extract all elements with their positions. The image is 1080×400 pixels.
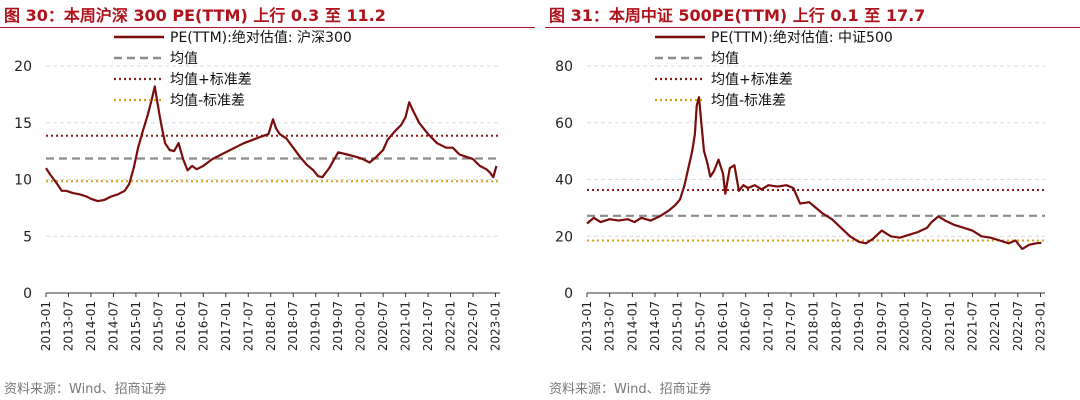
legend-label: 均值 [711, 51, 739, 67]
x-tick-label: 2014-01 [84, 301, 98, 351]
x-tick-label: 2013-01 [580, 301, 594, 351]
y-tick-label: 10 [14, 173, 32, 189]
legend-label: 均值 [170, 51, 198, 67]
legend-label: 均值+标准差 [711, 72, 793, 88]
x-tick-label: 2016-07 [196, 301, 210, 351]
source-note-csi500: 资料来源：Wind、招商证券 [549, 382, 712, 397]
legend-label: 均值+标准差 [170, 72, 252, 88]
pe-series-line [45, 85, 498, 203]
x-tick-label: 2022-07 [466, 301, 480, 351]
x-tick-label: 2021-01 [399, 301, 413, 351]
x-tick-label: 2022-01 [444, 301, 458, 351]
x-tick-label: 2022-01 [988, 301, 1002, 351]
x-tick-label: 2014-07 [648, 301, 662, 351]
x-tick-label: 2016-07 [739, 301, 753, 351]
legend-label: PE(TTM):绝对估值: 中证500 [711, 30, 893, 46]
pe-series-line [586, 96, 1042, 251]
x-tick-label: 2022-07 [1011, 301, 1025, 351]
x-tick-label: 2016-01 [716, 301, 730, 351]
x-tick-label: 2021-01 [943, 301, 957, 351]
chart-title-csi500: 图 31：本周中证 500PE(TTM) 上行 0.1 至 17.7 [549, 6, 926, 25]
y-tick-label: 60 [555, 116, 573, 132]
x-tick-label: 2014-01 [625, 301, 639, 351]
x-tick-label: 2013-07 [61, 301, 75, 351]
chart-csi500: 0 20 40 60 80 2013-01 2013-07 2014-01 2014-07 201… [555, 30, 1047, 351]
y-tick-label: 20 [14, 59, 32, 75]
x-tick-label: 2013-07 [603, 301, 617, 351]
x-tick-label: 2019-01 [852, 301, 866, 351]
y-tick-label: 0 [564, 286, 573, 302]
y-tick-label: 40 [555, 173, 573, 189]
chart-panel-hs300: 图 30：本周沪深 300 PE(TTM) 上行 0.3 至 11.2 0 5 10… [0, 0, 535, 400]
x-tick-label: 2018-01 [264, 301, 278, 351]
y-tick-label: 0 [23, 286, 32, 302]
x-tick-label: 2017-01 [219, 301, 233, 351]
chart-hs300: 0 5 10 15 20 2013-01 2013-07 2014-01 2014-07 2015… [14, 30, 503, 351]
x-tick-label: 2020-07 [376, 301, 390, 351]
y-tick-label: 80 [555, 59, 573, 75]
legend-label: PE(TTM):绝对估值: 沪深300 [170, 30, 352, 46]
x-tick-label: 2017-07 [241, 301, 255, 351]
x-tick-label: 2015-07 [693, 301, 707, 351]
x-tick-label: 2019-01 [309, 301, 323, 351]
y-tick-label: 15 [14, 116, 32, 132]
x-tick-label: 2019-07 [875, 301, 889, 351]
x-tick-label: 2021-07 [421, 301, 435, 351]
y-tick-label: 20 [555, 229, 573, 245]
title-divider [545, 27, 1080, 28]
chart-panel-csi500: 图 31：本周中证 500PE(TTM) 上行 0.1 至 17.7 0 20 40… [545, 0, 1080, 400]
x-tick-label: 2019-07 [331, 301, 345, 351]
x-tick-label: 2014-07 [106, 301, 120, 351]
x-tick-label: 2021-07 [965, 301, 979, 351]
x-tick-label: 2018-01 [807, 301, 821, 351]
y-tick-label: 5 [23, 229, 32, 245]
x-tick-label: 2015-01 [129, 301, 143, 351]
x-tick-label: 2016-01 [174, 301, 188, 351]
x-tick-label: 2020-07 [920, 301, 934, 351]
source-note-hs300: 资料来源：Wind、招商证券 [4, 382, 167, 397]
x-tick-label: 2018-07 [286, 301, 300, 351]
x-tick-label: 2020-01 [897, 301, 911, 351]
x-tick-label: 2013-01 [39, 301, 53, 351]
x-tick-label: 2018-07 [829, 301, 843, 351]
x-tick-label: 2015-01 [671, 301, 685, 351]
x-tick-label: 2015-07 [151, 301, 165, 351]
x-tick-label: 2023-01 [489, 301, 503, 351]
legend-label: 均值-标准差 [711, 93, 786, 109]
legend-label: 均值-标准差 [170, 93, 245, 109]
x-tick-label: 2023-01 [1033, 301, 1047, 351]
x-tick-label: 2020-01 [354, 301, 368, 351]
chart-title-hs300: 图 30：本周沪深 300 PE(TTM) 上行 0.3 至 11.2 [4, 6, 386, 25]
x-tick-label: 2017-07 [784, 301, 798, 351]
x-tick-label: 2017-01 [761, 301, 775, 351]
title-divider [0, 27, 535, 28]
